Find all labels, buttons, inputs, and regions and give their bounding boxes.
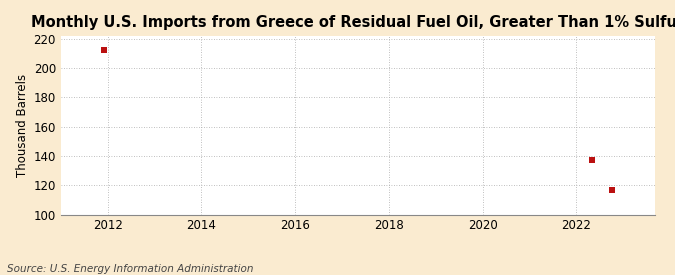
Title: Monthly U.S. Imports from Greece of Residual Fuel Oil, Greater Than 1% Sulfur: Monthly U.S. Imports from Greece of Resi… xyxy=(31,15,675,31)
Point xyxy=(587,158,597,163)
Point xyxy=(99,48,109,53)
Text: Source: U.S. Energy Information Administration: Source: U.S. Energy Information Administ… xyxy=(7,264,253,274)
Point xyxy=(606,187,617,192)
Y-axis label: Thousand Barrels: Thousand Barrels xyxy=(16,73,29,177)
